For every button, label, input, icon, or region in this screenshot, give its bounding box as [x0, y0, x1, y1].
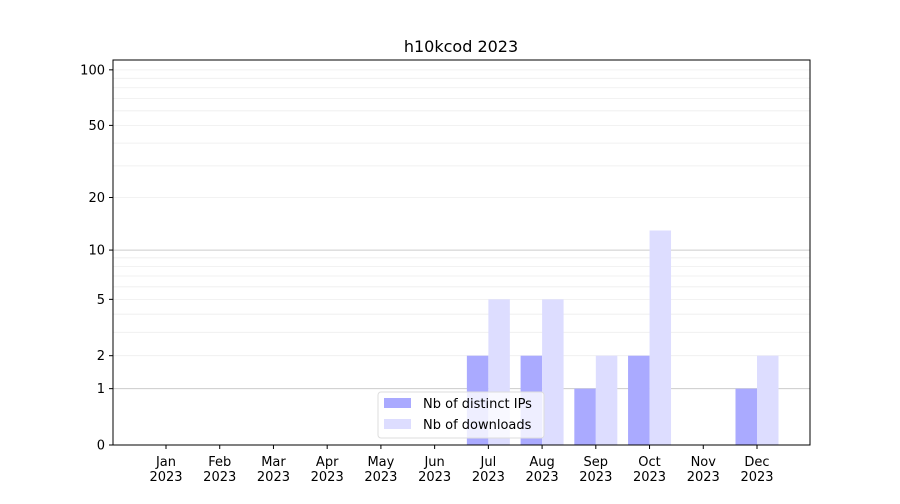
y-tick-label: 1 [97, 382, 105, 397]
x-tick-label: Apr 2023 [311, 455, 344, 485]
legend-swatch [384, 419, 411, 429]
y-tick-label: 20 [88, 191, 105, 206]
bar-distinct-ips [628, 355, 650, 445]
x-tick-label: Aug 2023 [526, 455, 559, 485]
plot-frame [112, 59, 811, 446]
legend: Nb of distinct IPs Nb of downloads [377, 391, 545, 439]
y-tick-label: 0 [97, 439, 105, 454]
legend-label: Nb of distinct IPs [423, 397, 532, 412]
x-tick-label: Sep 2023 [579, 455, 612, 485]
x-tick-label: May 2023 [364, 455, 397, 485]
bar-downloads [649, 230, 672, 445]
x-tick-label: Oct 2023 [633, 455, 666, 485]
legend-box [377, 391, 545, 439]
y-tick-label: 5 [97, 293, 105, 308]
x-tick-label: Feb 2023 [203, 455, 236, 485]
y-tick-label: 100 [80, 63, 105, 78]
legend-label: Nb of downloads [423, 418, 532, 433]
x-tick-label: Mar 2023 [257, 455, 290, 485]
x-tick-label: Dec 2023 [740, 455, 773, 485]
chart-title: h10kcod 2023 [404, 37, 518, 56]
y-tick-label: 2 [97, 349, 105, 364]
bar-distinct-ips [735, 388, 757, 445]
bar-downloads [542, 299, 564, 445]
bar-distinct-ips [574, 388, 596, 445]
x-tick-label: Jun 2023 [418, 455, 451, 485]
x-tick-label: Nov 2023 [687, 455, 720, 485]
y-tick-label: 10 [88, 244, 105, 259]
bar-downloads [595, 355, 618, 445]
x-tick-label: Jul 2023 [472, 455, 505, 485]
legend-swatch [384, 398, 411, 408]
y-tick-label: 50 [88, 119, 105, 134]
bar-downloads [757, 355, 779, 445]
x-tick-label: Jan 2023 [149, 455, 182, 485]
